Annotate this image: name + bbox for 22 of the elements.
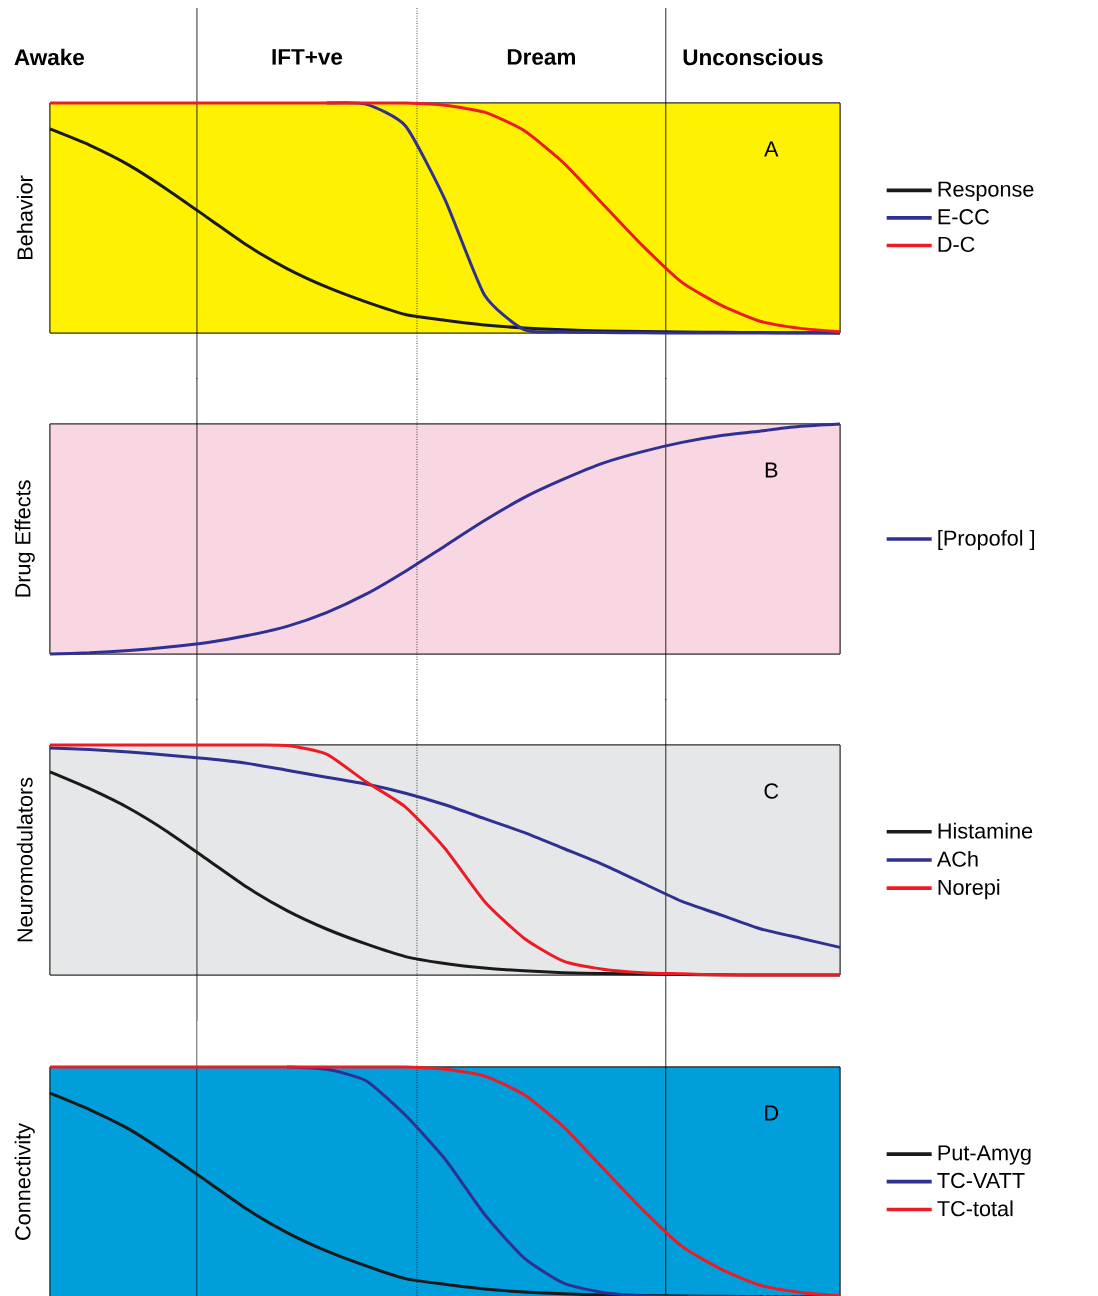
legend-label: [Propofol ] (938, 529, 1035, 551)
legend-label: Histamine (938, 822, 1033, 839)
annotation: B (765, 462, 778, 478)
text: Awake (14, 48, 84, 66)
legend-label: Norepi (938, 879, 1000, 900)
legend-label: E-CC (938, 209, 989, 225)
legend-label: TC-VATT (937, 1172, 1025, 1189)
text: Unconscious (683, 48, 823, 66)
annotation: C (764, 783, 779, 799)
legend-label: D-C (938, 236, 975, 253)
y-axis-title: Neuromodulators (16, 777, 33, 942)
y-axis-title: Behavior (16, 175, 33, 259)
text: IFT+ve (272, 49, 343, 65)
y-axis-title: Drug Effects (14, 480, 35, 597)
legend-label: Put-Amyg (938, 1145, 1031, 1165)
legend-label: ACh (936, 850, 978, 867)
text: Dream (507, 49, 575, 65)
y-axis-title: Connectivity (14, 1123, 35, 1240)
annotation: A (764, 141, 779, 157)
legend-label: TC-total (937, 1200, 1013, 1217)
legend-label: Response (938, 181, 1034, 202)
annotation: D (765, 1105, 779, 1121)
